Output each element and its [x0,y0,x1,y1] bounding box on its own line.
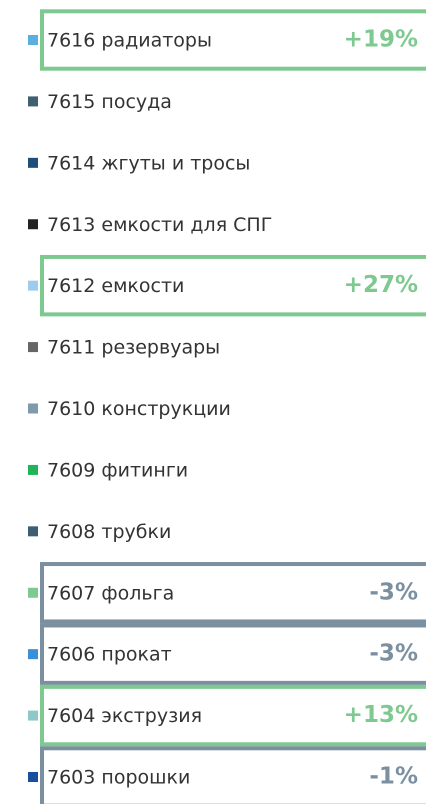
swatch [28,587,38,598]
swatch [28,157,38,168]
swatch [28,710,38,721]
item-label: 7614 жгуты и тросы [47,152,250,174]
highlight-box [40,254,426,317]
change-label: +13% [344,702,418,728]
item-label: 7604 экструзия [47,705,202,727]
swatch [28,35,38,45]
change-label: -1% [369,764,418,790]
highlight-box [40,9,426,71]
change-label: +27% [344,272,418,298]
item-label: 7603 порошки [47,767,190,789]
swatch [28,219,38,230]
highlight-box [40,562,426,624]
change-label: -3% [369,641,418,667]
swatch [28,96,38,107]
swatch [28,526,38,537]
swatch [28,772,38,782]
swatch [28,403,38,414]
highlight-box [40,623,426,685]
item-label: 7615 посуда [47,91,172,113]
swatch [28,342,38,353]
item-label: 7610 конструкции [47,398,231,420]
item-label: 7616 радиаторы [47,30,212,52]
item-label: 7611 резервуары [47,337,220,359]
change-label: -3% [369,579,418,605]
item-label: 7609 фитинги [47,459,188,481]
item-label: 7612 емкости [47,275,184,297]
item-label: 7606 прокат [47,644,172,666]
item-label: 7608 трубки [47,521,171,543]
highlight-box [40,746,426,804]
item-label: 7613 емкости для СПГ [47,214,272,236]
change-label: +19% [344,27,418,53]
highlight-box [40,684,426,747]
swatch [28,280,38,291]
item-label: 7607 фольга [47,582,174,604]
swatch [28,649,38,660]
swatch [28,464,38,475]
